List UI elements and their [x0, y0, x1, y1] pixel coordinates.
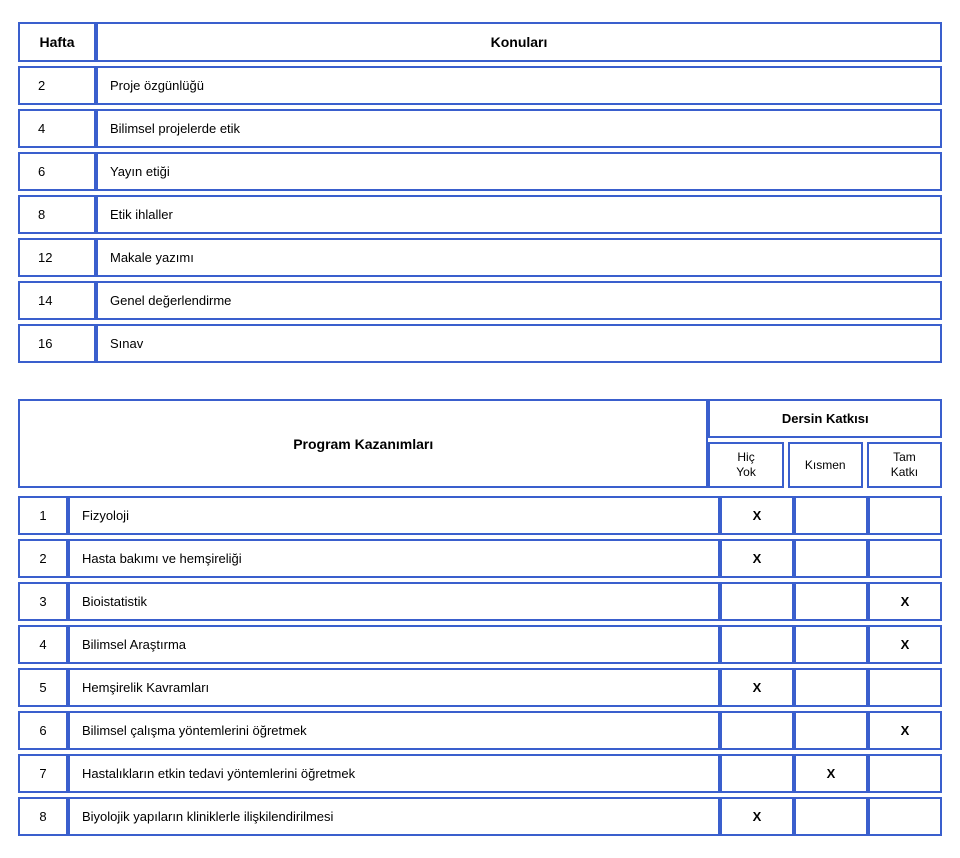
weeks-header-hafta: Hafta	[18, 22, 96, 62]
contribution-mark	[794, 539, 868, 578]
contribution-mark: X	[868, 625, 942, 664]
outcome-text: Hastalıkların etkin tedavi yöntemlerini …	[68, 754, 720, 793]
col-hic-yok: HiçYok	[708, 442, 783, 488]
outcome-number: 2	[18, 539, 68, 578]
contribution-mark: X	[720, 496, 794, 535]
outcome-number: 4	[18, 625, 68, 664]
outcome-text: Hasta bakımı ve hemşireliği	[68, 539, 720, 578]
table-row: 8Biyolojik yapıların kliniklerle ilişkil…	[18, 797, 942, 836]
week-topic: Bilimsel projelerde etik	[96, 109, 942, 148]
week-number: 14	[18, 281, 96, 320]
week-number: 8	[18, 195, 96, 234]
contribution-mark	[794, 797, 868, 836]
contribution-header: Program Kazanımları Dersin Katkısı HiçYo…	[18, 395, 942, 492]
contribution-mark: X	[720, 797, 794, 836]
outcome-number: 3	[18, 582, 68, 621]
contribution-mark: X	[868, 582, 942, 621]
weeks-header-row: Hafta Konuları	[18, 22, 942, 62]
outcome-text: Fizyoloji	[68, 496, 720, 535]
contribution-mark	[720, 711, 794, 750]
week-topic: Makale yazımı	[96, 238, 942, 277]
week-number: 16	[18, 324, 96, 363]
week-number: 6	[18, 152, 96, 191]
outcome-number: 5	[18, 668, 68, 707]
contribution-mark	[868, 539, 942, 578]
contribution-mark	[794, 496, 868, 535]
table-row: 14Genel değerlendirme	[18, 281, 942, 320]
table-row: 16Sınav	[18, 324, 942, 363]
contribution-mark: X	[794, 754, 868, 793]
contribution-mark	[720, 582, 794, 621]
table-row: 2Hasta bakımı ve hemşireliğiX	[18, 539, 942, 578]
contribution-mark	[720, 625, 794, 664]
table-row: 4Bilimsel Araştırma X	[18, 625, 942, 664]
outcome-text: Bioistatistik	[68, 582, 720, 621]
col-kismen: Kısmen	[788, 442, 863, 488]
contribution-rows-table: 1FizyolojiX2Hasta bakımı ve hemşireliğiX…	[18, 492, 942, 840]
outcome-number: 8	[18, 797, 68, 836]
table-row: 1FizyolojiX	[18, 496, 942, 535]
table-row: 4Bilimsel projelerde etik	[18, 109, 942, 148]
table-row: 2Proje özgünlüğü	[18, 66, 942, 105]
table-row: 3Bioistatistik X	[18, 582, 942, 621]
dersin-katkisi-title: Dersin Katkısı	[708, 399, 942, 438]
week-topic: Yayın etiği	[96, 152, 942, 191]
week-number: 2	[18, 66, 96, 105]
contribution-mark: X	[720, 539, 794, 578]
col-tam-katki: TamKatkı	[867, 442, 942, 488]
contribution-mark	[868, 668, 942, 707]
contribution-mark: X	[720, 668, 794, 707]
outcome-number: 6	[18, 711, 68, 750]
table-row: 8Etik ihlaller	[18, 195, 942, 234]
week-topic: Sınav	[96, 324, 942, 363]
contribution-mark	[868, 797, 942, 836]
week-topic: Proje özgünlüğü	[96, 66, 942, 105]
outcome-text: Bilimsel Araştırma	[68, 625, 720, 664]
contribution-mark	[794, 711, 868, 750]
contribution-mark	[794, 582, 868, 621]
contribution-mark	[794, 668, 868, 707]
outcome-text: Hemşirelik Kavramları	[68, 668, 720, 707]
table-row: 6Bilimsel çalışma yöntemlerini öğretmek X	[18, 711, 942, 750]
program-kazanimlari-title: Program Kazanımları	[18, 399, 708, 488]
table-row: 7Hastalıkların etkin tedavi yöntemlerini…	[18, 754, 942, 793]
contribution-column-labels: HiçYok Kısmen TamKatkı	[708, 442, 942, 488]
outcome-number: 7	[18, 754, 68, 793]
contribution-mark: X	[868, 711, 942, 750]
table-row: 12Makale yazımı	[18, 238, 942, 277]
contribution-mark	[794, 625, 868, 664]
week-number: 12	[18, 238, 96, 277]
week-topic: Genel değerlendirme	[96, 281, 942, 320]
table-row: 5Hemşirelik KavramlarıX	[18, 668, 942, 707]
week-number: 4	[18, 109, 96, 148]
weeks-table: Hafta Konuları 2Proje özgünlüğü4Bilimsel…	[18, 18, 942, 367]
contribution-mark	[868, 754, 942, 793]
outcome-text: Biyolojik yapıların kliniklerle ilişkile…	[68, 797, 720, 836]
outcome-number: 1	[18, 496, 68, 535]
contribution-mark	[720, 754, 794, 793]
week-topic: Etik ihlaller	[96, 195, 942, 234]
table-row: 6Yayın etiği	[18, 152, 942, 191]
weeks-header-konulari: Konuları	[96, 22, 942, 62]
contribution-mark	[868, 496, 942, 535]
outcome-text: Bilimsel çalışma yöntemlerini öğretmek	[68, 711, 720, 750]
